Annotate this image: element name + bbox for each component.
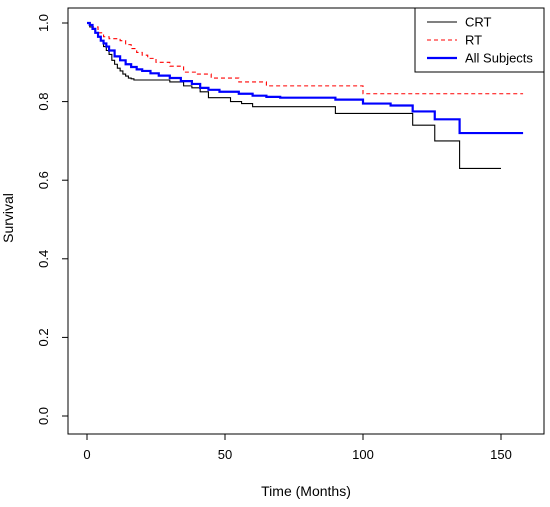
y-tick-label: 0.2 (36, 328, 51, 346)
x-axis-label: Time (Months) (261, 483, 351, 499)
legend-label-crt: CRT (465, 15, 492, 30)
y-axis-label: Survival (0, 193, 16, 243)
plot-frame (67, 7, 545, 435)
x-tick-label: 0 (83, 447, 90, 462)
x-tick-label: 100 (352, 447, 374, 462)
y-tick-label: 0.0 (36, 407, 51, 425)
x-tick-label: 150 (490, 447, 512, 462)
series-rt-line (87, 22, 524, 95)
legend-label-rt: RT (465, 33, 482, 48)
series-all-subjects-line (87, 21, 524, 135)
legend-label-all-subjects: All Subjects (465, 51, 533, 66)
y-tick-label: 0.8 (36, 93, 51, 111)
y-tick-label: 0.4 (36, 250, 51, 268)
x-tick-label: 50 (218, 447, 232, 462)
legend: CRT RT All Subjects (414, 7, 545, 73)
y-tick-label: 1.0 (36, 14, 51, 32)
y-tick-label: 0.6 (36, 171, 51, 189)
